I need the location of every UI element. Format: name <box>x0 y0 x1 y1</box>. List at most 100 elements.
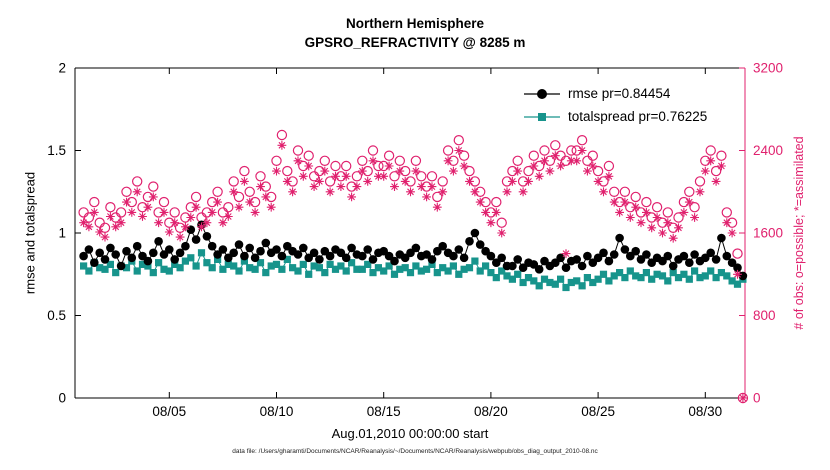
possible-obs-marker <box>351 171 363 182</box>
totalspread-marker <box>138 260 147 268</box>
possible-obs-marker <box>512 155 523 166</box>
possible-obs-marker <box>105 201 116 213</box>
totalspread-marker <box>653 270 661 278</box>
possible-obs-marker <box>131 176 143 187</box>
possible-obs-marker <box>576 134 588 146</box>
totalspread-marker <box>219 265 227 273</box>
totalspread-marker <box>680 270 688 278</box>
possible-obs-marker <box>673 212 684 223</box>
possible-obs-marker <box>539 145 550 156</box>
rmse-marker <box>170 255 179 264</box>
possible-obs-marker <box>496 217 507 228</box>
rmse-marker <box>309 248 319 258</box>
rmse-marker <box>143 256 153 266</box>
totalspread-marker <box>278 265 286 273</box>
title-line1: Northern Hemisphere <box>345 16 485 31</box>
rmse-marker <box>95 248 104 258</box>
data-file-caption: data file: /Users/gharamti/Documents/NCA… <box>232 448 598 455</box>
totalspread-marker <box>482 262 490 270</box>
rmse-marker <box>733 263 742 273</box>
totalspread-marker <box>605 277 613 285</box>
possible-obs-marker <box>453 134 464 146</box>
possible-obs-marker <box>158 196 170 208</box>
totalspread-marker <box>149 269 157 277</box>
possible-obs-marker <box>710 165 722 177</box>
totalspread-marker <box>626 267 634 275</box>
rmse-marker <box>277 251 287 261</box>
rmse-marker <box>556 253 565 263</box>
totalspread-marker <box>642 269 650 277</box>
rmse-marker <box>690 250 699 259</box>
totalspread-marker <box>476 267 484 275</box>
totalspread-marker <box>562 283 570 292</box>
possible-obs-marker <box>83 212 95 223</box>
totalspread-marker <box>460 265 468 273</box>
left-tick-label: 2 <box>58 61 66 76</box>
possible-obs-marker <box>694 176 706 187</box>
x-tick-label: 08/10 <box>260 404 294 419</box>
totalspread-marker <box>133 267 141 275</box>
totalspread-marker <box>101 265 109 273</box>
totalspread-marker <box>331 265 340 273</box>
totalspread-marker <box>181 257 189 265</box>
possible-obs-marker <box>619 186 631 197</box>
totalspread-marker <box>616 269 624 277</box>
rmse-marker <box>572 255 581 264</box>
totalspread-marker <box>599 270 608 278</box>
rmse-marker <box>583 251 592 261</box>
rmse-marker <box>304 253 314 263</box>
totalspread-marker <box>546 278 554 287</box>
rmse-marker <box>438 241 448 251</box>
rmse-marker <box>609 250 619 259</box>
totalspread-marker <box>471 257 479 265</box>
rmse-marker <box>261 238 271 248</box>
possible-obs-marker <box>89 196 100 208</box>
rmse-marker <box>175 248 185 258</box>
rmse-marker <box>122 246 131 256</box>
rmse-marker <box>218 245 228 254</box>
totalspread-marker <box>380 267 388 275</box>
possible-obs-marker <box>121 186 132 197</box>
totalspread-marker <box>251 265 259 273</box>
rmse-marker <box>738 271 748 281</box>
totalspread-marker <box>551 280 559 288</box>
possible-obs-marker <box>630 191 641 203</box>
rmse-marker <box>433 246 442 256</box>
totalspread-marker <box>374 264 382 272</box>
possible-obs-marker <box>319 155 330 166</box>
totalspread-marker <box>106 260 114 268</box>
totalspread-marker <box>658 272 667 280</box>
possible-obs-marker <box>212 186 223 197</box>
possible-obs-marker <box>603 160 615 172</box>
right-tick-label: 3200 <box>753 61 783 76</box>
totalspread-marker <box>155 259 163 267</box>
left-tick-label: 1 <box>58 226 66 241</box>
rmse-marker <box>347 243 356 253</box>
totalspread-marker <box>406 269 415 277</box>
totalspread-marker <box>358 265 366 273</box>
totalspread-marker <box>465 264 474 272</box>
possible-obs-marker <box>228 176 239 187</box>
rmse-marker <box>561 263 571 273</box>
right-tick-label: 2400 <box>753 143 783 158</box>
rmse-marker <box>224 253 233 263</box>
rmse-marker <box>668 261 678 271</box>
possible-obs-marker <box>276 129 288 141</box>
rmse-marker <box>154 237 163 246</box>
possible-obs-marker <box>641 196 652 208</box>
totalspread-marker <box>283 255 291 263</box>
left-axis-label: rmse and totalspread <box>22 171 38 295</box>
rmse-marker <box>497 253 507 263</box>
rmse-marker <box>363 245 373 254</box>
right-tick-label: 800 <box>753 308 776 323</box>
totalspread-marker <box>144 262 152 270</box>
totalspread-marker <box>364 260 372 268</box>
rmse-marker <box>272 245 281 254</box>
rmse-marker <box>486 251 496 261</box>
rmse-marker <box>358 251 367 261</box>
assimilated-obs-markers <box>79 140 748 403</box>
possible-obs-marker <box>737 392 749 404</box>
totalspread-marker <box>165 267 173 275</box>
totalspread-marker <box>187 254 195 262</box>
rmse-marker <box>325 251 335 261</box>
